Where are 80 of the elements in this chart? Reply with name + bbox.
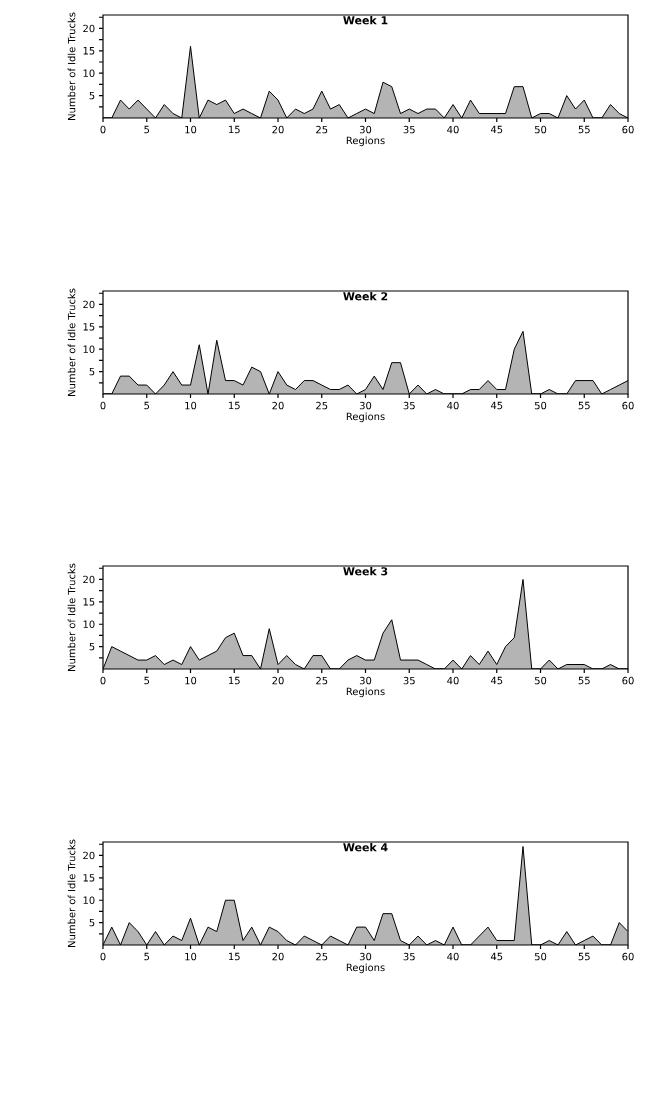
chart-title: Week 3: [343, 566, 388, 576]
x-tick-label: 20: [272, 676, 284, 685]
x-tick-label: 0: [100, 401, 106, 410]
x-tick-label: 25: [316, 676, 328, 685]
x-tick-label: 50: [534, 125, 547, 134]
x-tick-label: 10: [185, 952, 197, 961]
y-tick-label: 5: [89, 918, 95, 927]
x-tick-label: 25: [316, 125, 328, 134]
x-axis-title: Regions: [346, 687, 385, 698]
x-tick-label: 60: [622, 952, 634, 961]
y-tick-label: 5: [89, 642, 95, 651]
y-tick-label: 10: [83, 896, 95, 904]
x-tick-label: 15: [229, 676, 240, 685]
x-tick-label: 45: [490, 676, 503, 685]
x-axis-title: Regions: [346, 412, 385, 423]
x-tick-label: 10: [185, 401, 197, 410]
y-tick-label: 5: [89, 367, 95, 376]
x-tick-label: 55: [578, 125, 590, 134]
x-tick-label: 40: [447, 125, 459, 134]
x-tick-label: 10: [185, 125, 197, 134]
x-tick-label: 60: [622, 401, 634, 410]
x-tick-label: 20: [272, 952, 284, 961]
x-tick-label: 20: [272, 401, 284, 410]
x-tick-label: 35: [403, 401, 415, 410]
y-tick-label: 20: [83, 851, 95, 860]
y-tick-label: 20: [83, 24, 95, 33]
y-tick-label: 15: [83, 598, 95, 606]
x-tick-label: 55: [578, 952, 590, 961]
x-tick-label: 55: [578, 676, 590, 685]
x-tick-label: 40: [447, 676, 459, 685]
x-tick-label: 5: [144, 401, 150, 410]
y-tick-label: 15: [83, 47, 95, 55]
x-tick-label: 35: [403, 125, 415, 134]
x-tick-label: 5: [144, 952, 150, 961]
y-tick-label: 10: [83, 345, 95, 353]
x-tick-label: 60: [622, 676, 634, 685]
x-tick-label: 5: [144, 676, 150, 685]
y-tick-label: 20: [83, 575, 95, 584]
chart-title: Week 2: [343, 291, 388, 301]
x-tick-label: 0: [100, 125, 106, 134]
x-tick-label: 50: [534, 952, 547, 961]
y-tick-label: 15: [83, 874, 95, 882]
x-axis-title: Regions: [346, 963, 385, 974]
x-tick-label: 55: [578, 401, 590, 410]
x-tick-label: 60: [622, 125, 634, 134]
x-tick-label: 30: [359, 676, 372, 685]
y-tick-label: 10: [83, 69, 95, 77]
chart-title: Week 1: [343, 15, 388, 25]
x-tick-label: 20: [272, 125, 284, 134]
x-tick-label: 45: [490, 401, 503, 410]
x-tick-label: 35: [403, 676, 415, 685]
y-axis-title: Number of Idle Trucks: [67, 12, 76, 120]
x-tick-label: 35: [403, 952, 415, 961]
x-tick-label: 25: [316, 952, 328, 961]
x-tick-label: 30: [359, 952, 372, 961]
x-tick-label: 25: [316, 401, 328, 410]
y-axis-title: Number of Idle Trucks: [67, 839, 76, 947]
x-tick-label: 30: [359, 401, 372, 410]
x-tick-label: 0: [100, 676, 106, 685]
y-axis-title: Number of Idle Trucks: [67, 563, 76, 671]
x-tick-label: 50: [534, 676, 547, 685]
chart-title: Week 4: [343, 842, 388, 852]
y-tick-label: 5: [89, 91, 95, 100]
x-tick-label: 45: [490, 952, 503, 961]
x-tick-label: 15: [229, 952, 240, 961]
x-tick-label: 30: [359, 125, 372, 134]
x-tick-label: 10: [185, 676, 197, 685]
y-tick-label: 10: [83, 620, 95, 628]
x-tick-label: 40: [447, 401, 459, 410]
x-tick-label: 0: [100, 952, 106, 961]
x-tick-label: 15: [229, 401, 240, 410]
x-tick-label: 40: [447, 952, 459, 961]
y-tick-label: 15: [83, 323, 95, 331]
x-tick-label: 15: [229, 125, 240, 134]
x-tick-label: 50: [534, 401, 547, 410]
x-axis-title: Regions: [346, 136, 385, 147]
x-tick-label: 45: [490, 125, 503, 134]
y-axis-title: Number of Idle Trucks: [67, 288, 76, 396]
y-tick-label: 20: [83, 300, 95, 309]
x-tick-label: 5: [144, 125, 150, 134]
